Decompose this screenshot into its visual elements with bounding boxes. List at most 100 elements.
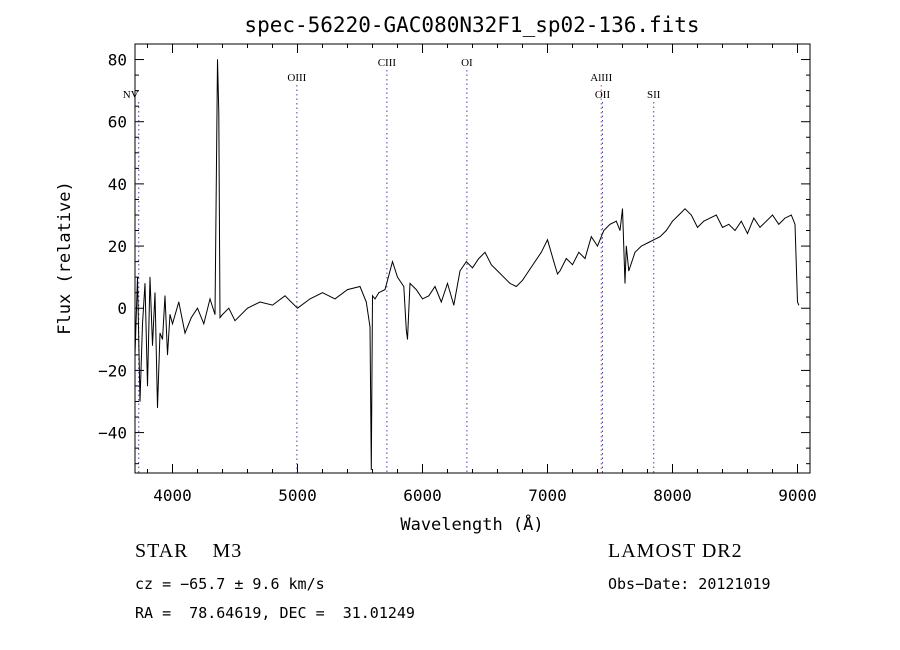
data-point xyxy=(374,298,376,300)
data-point xyxy=(453,304,455,306)
data-point xyxy=(365,301,367,303)
data-point xyxy=(772,214,773,216)
data-point xyxy=(309,298,311,300)
data-point xyxy=(164,295,166,297)
data-point xyxy=(528,270,530,272)
data-point xyxy=(722,227,723,228)
y-tick-label-4: 40 xyxy=(108,175,127,194)
data-point xyxy=(392,261,393,263)
data-point xyxy=(167,354,168,356)
data-point xyxy=(440,301,442,303)
data-point xyxy=(142,323,143,325)
data-point xyxy=(578,251,580,253)
data-point xyxy=(665,230,667,231)
marker-label-NV: NV xyxy=(123,89,139,101)
data-point xyxy=(790,214,792,216)
data-point xyxy=(178,301,180,303)
data-point xyxy=(359,286,361,287)
data-point xyxy=(798,304,800,306)
data-point xyxy=(378,292,380,294)
data-point xyxy=(797,301,798,303)
data-point xyxy=(515,286,517,287)
y-tick-label-5: 60 xyxy=(108,113,127,132)
data-point xyxy=(659,236,661,238)
y-tick-label-1: −20 xyxy=(98,361,127,380)
data-point xyxy=(697,227,698,228)
redshift-velocity: cz = −65.7 ± 9.6 km/s xyxy=(135,575,325,593)
data-point xyxy=(297,307,298,309)
coordinates: RA = 78.64619, DEC = 31.01249 xyxy=(135,604,415,622)
data-point xyxy=(172,323,173,325)
data-point xyxy=(547,239,548,241)
data-point xyxy=(553,261,555,263)
data-point xyxy=(522,279,523,281)
data-point xyxy=(715,214,717,216)
x-tick-label-1: 5000 xyxy=(278,486,317,505)
data-point xyxy=(634,251,636,253)
data-point xyxy=(149,276,151,278)
data-point xyxy=(369,326,371,328)
data-point xyxy=(490,264,492,266)
data-point xyxy=(134,354,136,356)
data-point xyxy=(690,214,692,216)
data-point xyxy=(222,314,223,315)
data-point xyxy=(603,230,605,231)
data-point xyxy=(640,245,642,247)
y-axis-label: Flux (relative) xyxy=(55,181,75,335)
data-point xyxy=(159,332,161,334)
x-tick-label-3: 7000 xyxy=(528,486,567,505)
marker-label-AlIII: AlIII xyxy=(590,72,612,84)
observation-date: Obs−Date: 20121019 xyxy=(608,575,771,593)
data-point xyxy=(625,245,627,247)
data-point xyxy=(534,261,536,263)
x-tick-label-0: 4000 xyxy=(153,486,192,505)
data-point xyxy=(684,208,686,210)
data-point xyxy=(672,220,673,222)
data-point xyxy=(272,304,273,306)
data-point xyxy=(197,307,198,309)
data-point xyxy=(478,258,480,259)
data-point xyxy=(459,270,461,272)
data-point xyxy=(647,242,648,244)
data-point xyxy=(157,407,158,409)
series-layer xyxy=(134,59,800,471)
data-point xyxy=(434,286,436,287)
data-point xyxy=(415,289,417,290)
data-point xyxy=(753,217,755,219)
data-point xyxy=(472,267,473,269)
y-tick-label-3: 20 xyxy=(108,237,127,256)
data-point xyxy=(184,332,186,334)
y-tick-label-0: −40 xyxy=(98,424,127,443)
x-axis-label: Wavelength (Å) xyxy=(400,513,543,535)
data-point xyxy=(624,282,626,284)
data-point xyxy=(137,276,138,278)
data-point xyxy=(557,273,558,275)
marker-label-OI: OI xyxy=(461,57,473,69)
marker-label-OIII: OIII xyxy=(287,72,306,84)
data-point xyxy=(384,289,386,290)
data-point xyxy=(428,295,430,297)
data-point xyxy=(778,223,780,225)
data-point xyxy=(784,217,786,219)
data-point xyxy=(503,276,505,278)
data-point xyxy=(234,320,236,322)
data-point xyxy=(334,298,336,300)
marker-label-CIII: CIII xyxy=(378,57,397,69)
data-point xyxy=(622,208,623,210)
data-point xyxy=(139,401,141,402)
data-point xyxy=(405,329,407,331)
data-point xyxy=(147,385,148,387)
data-point xyxy=(247,307,248,309)
survey-name: LAMOST DR2 xyxy=(608,540,743,562)
data-point xyxy=(259,301,261,303)
data-point xyxy=(169,314,171,315)
data-point xyxy=(615,220,617,222)
data-point xyxy=(409,282,411,284)
data-point xyxy=(407,338,408,340)
data-point xyxy=(218,111,220,113)
data-point xyxy=(162,338,163,340)
data-point xyxy=(565,258,567,259)
data-point xyxy=(397,276,398,278)
data-point xyxy=(465,261,467,263)
